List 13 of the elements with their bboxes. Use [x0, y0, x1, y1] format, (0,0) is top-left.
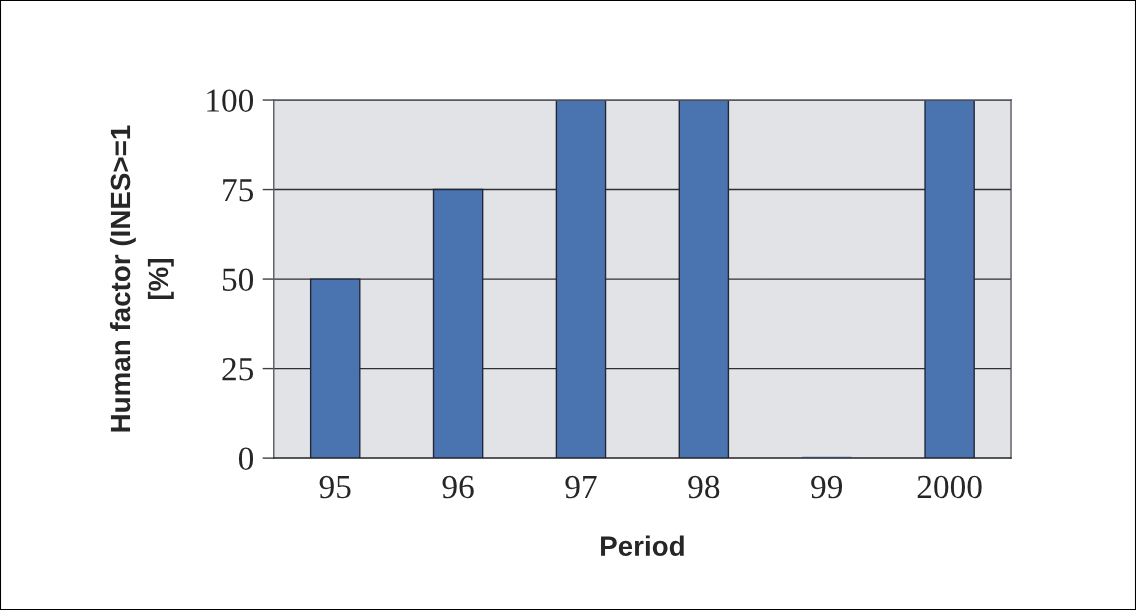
- y-tick-label: 25: [222, 358, 254, 381]
- x-tick-label: 2000: [917, 475, 982, 499]
- x-tick-label: 98: [688, 475, 720, 499]
- x-tick-label: 97: [565, 475, 597, 499]
- y-tick-label: 75: [223, 179, 254, 202]
- x-tick-label: 95: [319, 475, 351, 499]
- y-tick-label: 50: [222, 268, 254, 291]
- x-tick-label: 96: [442, 475, 474, 499]
- y-axis-title: Human factor (INES>=1 [%]: [109, 125, 174, 432]
- y-tick-label: 0: [238, 447, 254, 470]
- x-axis-title: Period: [601, 535, 684, 556]
- x-tick-label: 99: [811, 475, 843, 499]
- y-tick-label: 100: [207, 89, 254, 112]
